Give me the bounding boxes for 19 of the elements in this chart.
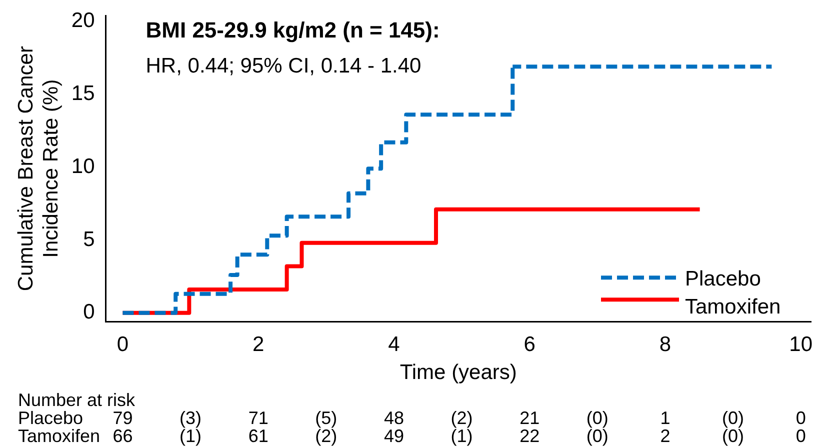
text: Placebo 79 (3) 71 (5) 48 (2) 21 (0) 1 (0) 0: [18, 408, 806, 428]
y-tick-label: 20: [71, 9, 95, 32]
x-tick-label: 8: [659, 332, 672, 356]
x-axis-title: Time (years): [400, 361, 517, 384]
y-tick-label: 10: [71, 154, 95, 178]
x-tick-label: 2: [252, 332, 264, 356]
text: Number at risk: [18, 390, 136, 410]
y-tick-label: 5: [83, 228, 95, 251]
chart-title: BMI 25-29.9 kg/m2 (n = 145):: [146, 18, 440, 43]
x-tick-label: 10: [789, 332, 813, 356]
y-tick-label: 15: [71, 82, 95, 106]
legend-label: Tamoxifen: [685, 296, 781, 319]
x-tick-label: 4: [388, 332, 400, 356]
x-tick-label: 6: [524, 332, 536, 356]
text: HR, 0.44; 95% CI, 0.14 - 1.40: [146, 54, 422, 78]
y-tick-label: 0: [83, 300, 95, 324]
x-tick-label: 0: [116, 332, 129, 356]
y-axis-title: Cumulative Breast Cancer Incidence Rate (%): [14, 46, 63, 292]
legend-label: Placebo: [685, 268, 761, 291]
